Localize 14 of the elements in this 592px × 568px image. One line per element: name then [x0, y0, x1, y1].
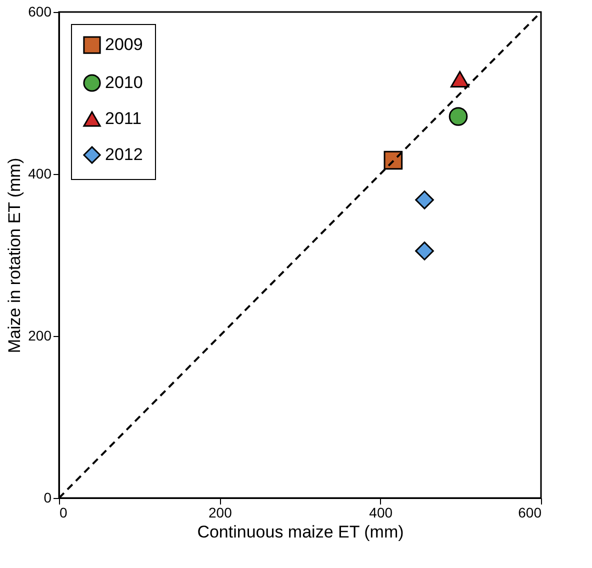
y-tick-label: 400: [28, 166, 52, 182]
y-tick-label: 0: [44, 490, 52, 506]
y-axis-title: Maize in rotation ET (mm): [5, 158, 24, 354]
x-tick-label: 400: [369, 504, 393, 520]
y-tick-label: 600: [28, 4, 52, 20]
y-tick-label: 200: [28, 328, 52, 344]
x-tick-label: 0: [60, 504, 68, 520]
x-axis-title: Continuous maize ET (mm): [197, 522, 404, 542]
legend-label: 2009: [105, 35, 143, 54]
x-tick-label: 600: [518, 504, 542, 520]
x-tick-label: 200: [208, 504, 232, 520]
legend-label: 2012: [105, 145, 143, 164]
legend-label: 2010: [105, 73, 143, 92]
legend-label: 2011: [105, 109, 142, 128]
